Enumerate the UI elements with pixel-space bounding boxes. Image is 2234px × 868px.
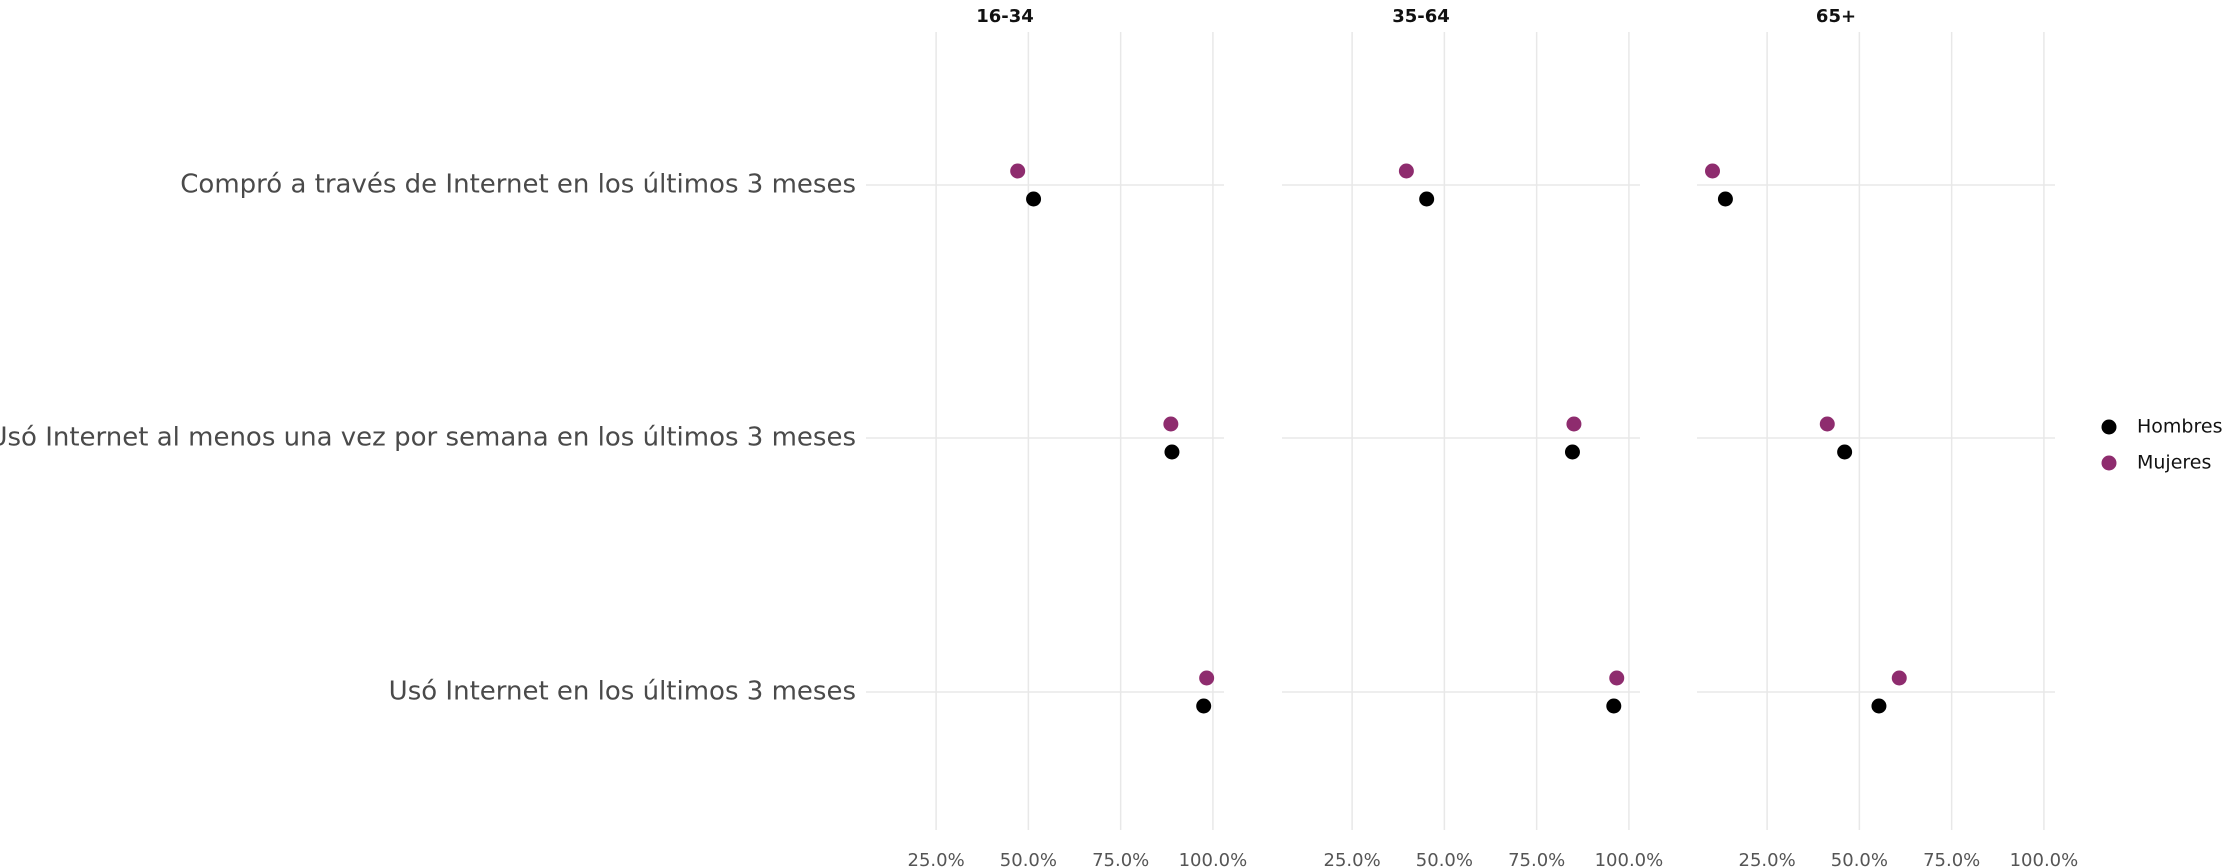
x-tick-label: 50.0%: [1831, 850, 1888, 868]
dot: [1398, 163, 1414, 179]
dot: [1837, 444, 1853, 460]
dot: [1609, 670, 1625, 686]
dot: [1564, 444, 1580, 460]
dot: [1891, 670, 1907, 686]
legend-marker: [2101, 455, 2117, 471]
x-tick-label: 25.0%: [908, 850, 965, 868]
legend-label: Hombres: [2137, 416, 2222, 438]
dot: [1871, 698, 1887, 714]
x-tick-label: 25.0%: [1324, 850, 1381, 868]
x-tick-label: 75.0%: [1092, 850, 1149, 868]
dot: [1717, 191, 1733, 207]
dot: [1606, 698, 1622, 714]
x-tick-label: 100.0%: [1595, 850, 1664, 868]
dot: [1164, 444, 1180, 460]
dot: [1010, 163, 1026, 179]
dot: [1419, 191, 1435, 207]
x-tick-label: 100.0%: [1179, 850, 1248, 868]
panel-title: 65+: [1816, 6, 1856, 27]
panel-title: 16-34: [976, 6, 1034, 27]
dot: [1819, 416, 1835, 432]
dot: [1199, 670, 1215, 686]
dot: [1566, 416, 1582, 432]
dot: [1705, 163, 1721, 179]
x-tick-label: 75.0%: [1923, 850, 1980, 868]
category-label: Usó Internet en los últimos 3 meses: [389, 677, 856, 707]
panel-title: 35-64: [1392, 6, 1450, 27]
category-label: Usó Internet al menos una vez por semana…: [0, 423, 856, 453]
x-tick-label: 50.0%: [1416, 850, 1473, 868]
legend-marker: [2101, 419, 2117, 435]
dot: [1196, 698, 1212, 714]
dot: [1026, 191, 1042, 207]
x-tick-label: 50.0%: [1000, 850, 1057, 868]
dot: [1163, 416, 1179, 432]
x-tick-label: 75.0%: [1508, 850, 1565, 868]
legend-label: Mujeres: [2137, 452, 2211, 474]
x-tick-label: 100.0%: [2010, 850, 2079, 868]
x-tick-label: 25.0%: [1739, 850, 1796, 868]
category-label: Compró a través de Internet en los últim…: [180, 170, 856, 200]
